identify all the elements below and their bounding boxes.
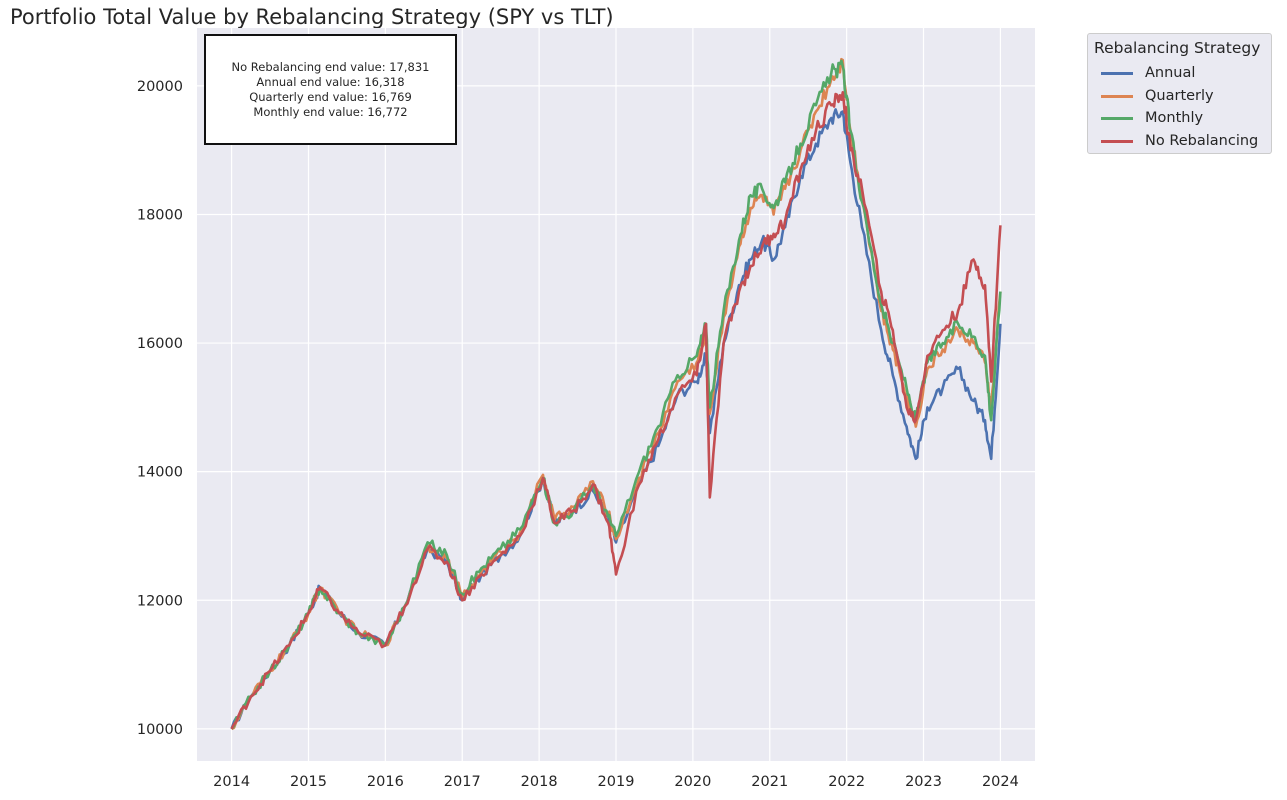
y-tick-label: 14000 [137,465,183,481]
series-line-no-rebalancing [230,91,1002,730]
legend-label: No Rebalancing [1145,133,1259,149]
y-tick-label: 16000 [137,336,183,352]
annotation-line: Annual end value: 16,318 [256,74,405,89]
legend-swatch [1101,94,1133,98]
x-tick-label: 2018 [521,774,558,790]
legend-title: Rebalancing Strategy [1094,39,1261,57]
end-values-annotation: No Rebalancing end value: 17,831 Annual … [204,34,457,145]
annotation-line: No Rebalancing end value: 17,831 [231,59,430,74]
legend-label: Quarterly [1145,88,1214,104]
x-tick-label: 2014 [213,774,250,790]
legend-item-no-rebalancing: No Rebalancing [1101,131,1258,151]
x-tick-label: 2016 [367,774,404,790]
x-tick-label: 2015 [290,774,327,790]
legend-label: Annual [1145,65,1196,81]
annotation-line: Monthly end value: 16,772 [253,104,408,119]
legend-item-monthly: Monthly [1101,108,1203,128]
tick-labels: 2014 2015 2016 2017 2018 2019 2020 2021 2022 2023… [137,79,1019,790]
y-tick-label: 20000 [137,79,183,95]
x-tick-label: 2022 [828,774,865,790]
y-tick-label: 12000 [137,593,183,609]
annotation-line: Quarterly end value: 16,769 [249,89,412,104]
x-tick-label: 2020 [674,774,711,790]
legend: Rebalancing Strategy Annual Quarterly Mo… [1087,33,1272,154]
series-lines [230,57,1002,731]
x-tick-label: 2021 [751,774,788,790]
legend-label: Monthly [1145,110,1204,126]
grid [197,28,1035,761]
x-tick-label: 2023 [905,774,942,790]
x-tick-label: 2017 [444,774,481,790]
legend-item-quarterly: Quarterly [1101,86,1214,106]
chart-title: Portfolio Total Value by Rebalancing Str… [10,5,614,29]
legend-item-annual: Annual [1101,63,1195,83]
legend-swatch [1101,71,1133,75]
legend-swatch [1101,139,1133,143]
y-tick-label: 18000 [137,207,183,223]
x-tick-label: 2024 [982,774,1019,790]
legend-swatch [1101,116,1133,120]
y-tick-label: 10000 [137,722,183,738]
x-tick-label: 2019 [598,774,635,790]
